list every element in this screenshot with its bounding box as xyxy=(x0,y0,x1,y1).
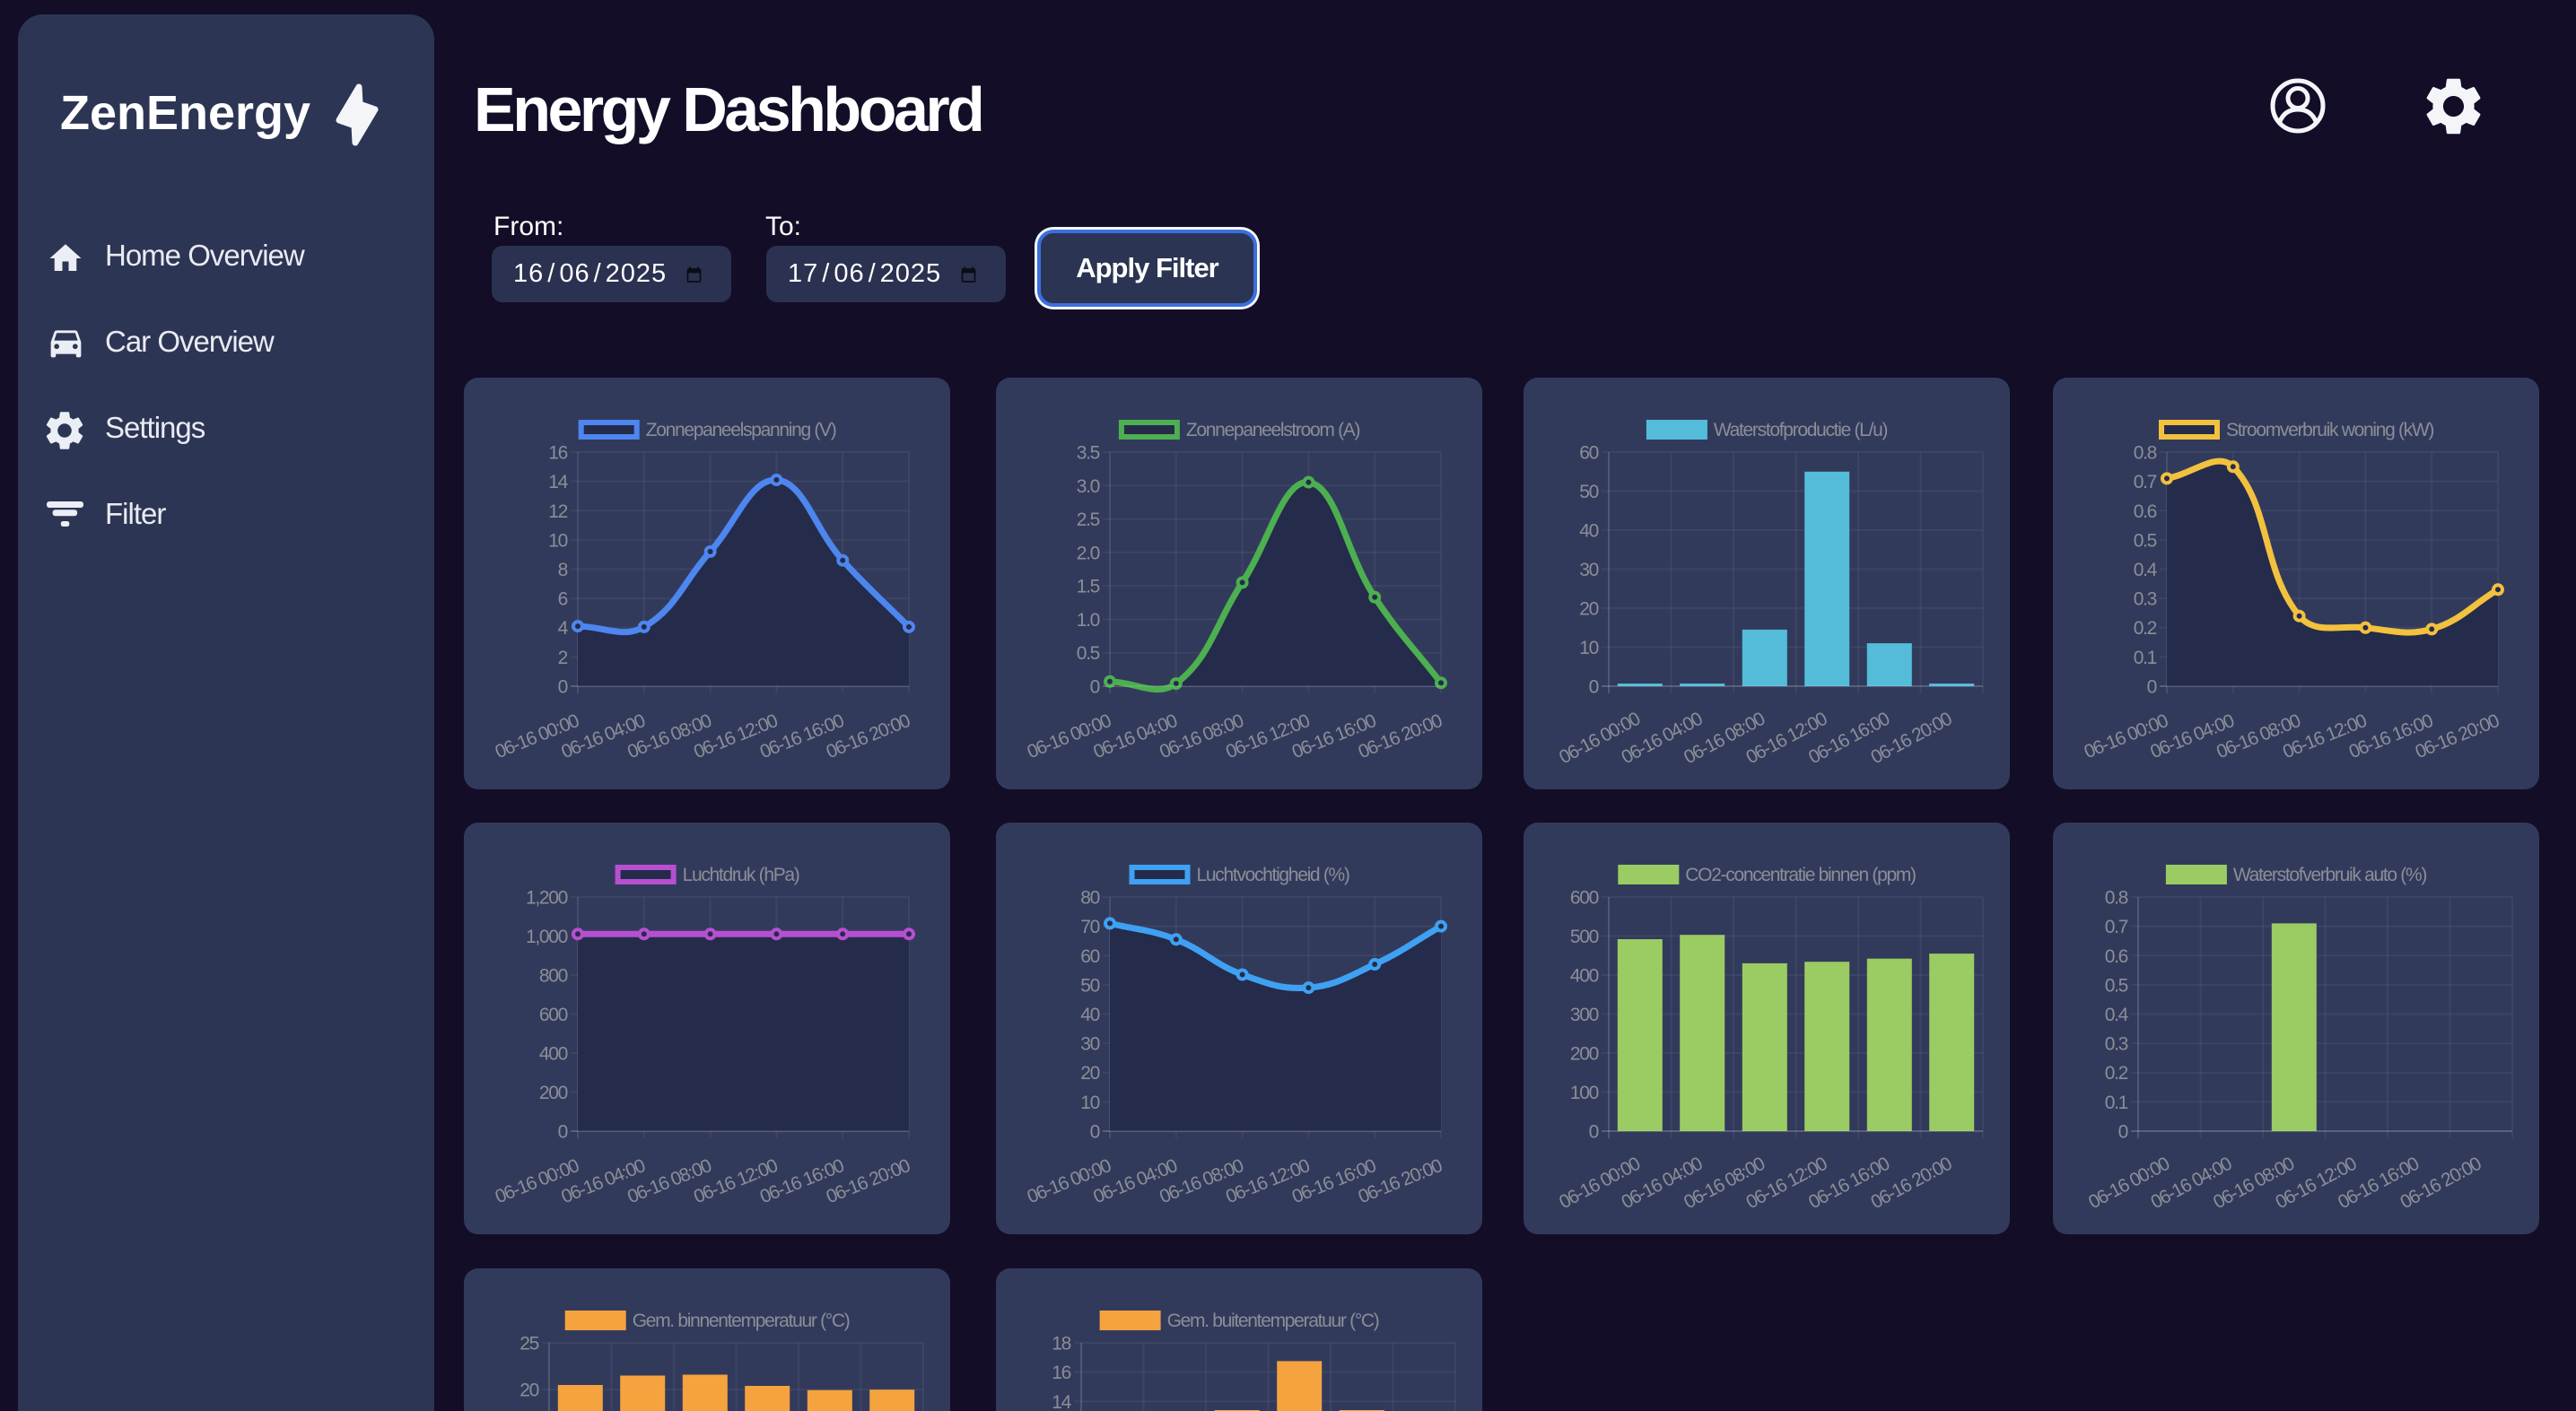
svg-text:60: 60 xyxy=(1080,946,1099,967)
svg-text:600: 600 xyxy=(1570,888,1599,909)
svg-text:18: 18 xyxy=(1052,1334,1070,1354)
svg-text:Gem. binnentemperatuur (°C): Gem. binnentemperatuur (°C) xyxy=(633,1311,850,1331)
svg-text:20: 20 xyxy=(1579,599,1598,620)
svg-text:0.5: 0.5 xyxy=(2134,530,2157,551)
svg-text:200: 200 xyxy=(539,1083,568,1103)
svg-text:0.6: 0.6 xyxy=(2105,946,2128,967)
svg-text:40: 40 xyxy=(1579,521,1598,542)
svg-text:0.5: 0.5 xyxy=(2105,975,2128,996)
svg-text:25: 25 xyxy=(520,1334,538,1354)
svg-text:1.5: 1.5 xyxy=(1077,577,1100,597)
svg-text:8: 8 xyxy=(558,560,568,580)
svg-text:0.2: 0.2 xyxy=(2134,618,2157,639)
svg-text:10: 10 xyxy=(1579,638,1598,658)
svg-text:800: 800 xyxy=(539,966,568,987)
svg-text:0.3: 0.3 xyxy=(2105,1034,2128,1055)
svg-text:0: 0 xyxy=(1589,1122,1599,1143)
svg-text:80: 80 xyxy=(1080,888,1099,909)
svg-text:40: 40 xyxy=(1080,1005,1099,1025)
svg-text:Gem. buitentemperatuur (°C): Gem. buitentemperatuur (°C) xyxy=(1167,1311,1379,1331)
svg-text:Waterstofproductie (L/u): Waterstofproductie (L/u) xyxy=(1714,420,1888,440)
svg-text:30: 30 xyxy=(1579,560,1598,580)
svg-text:2.0: 2.0 xyxy=(1077,543,1100,563)
svg-text:14: 14 xyxy=(548,472,568,492)
svg-text:Waterstofverbruik auto (%): Waterstofverbruik auto (%) xyxy=(2233,865,2426,885)
svg-text:16: 16 xyxy=(548,443,567,464)
svg-text:Zonnepaneelstroom (A): Zonnepaneelstroom (A) xyxy=(1186,420,1360,440)
svg-text:Luchtvochtigheid (%): Luchtvochtigheid (%) xyxy=(1197,865,1349,885)
svg-text:50: 50 xyxy=(1579,482,1598,502)
svg-text:60: 60 xyxy=(1579,443,1598,464)
svg-text:2.5: 2.5 xyxy=(1077,510,1100,530)
svg-text:16: 16 xyxy=(1052,1363,1070,1383)
svg-text:Luchtdruk (hPa): Luchtdruk (hPa) xyxy=(683,865,799,885)
svg-text:Stroomverbruik woning (kW): Stroomverbruik woning (kW) xyxy=(2226,420,2433,440)
svg-text:2: 2 xyxy=(558,648,568,668)
svg-text:3.5: 3.5 xyxy=(1077,443,1100,464)
svg-text:10: 10 xyxy=(1080,1093,1099,1113)
svg-text:1.0: 1.0 xyxy=(1077,610,1100,631)
svg-text:0: 0 xyxy=(2118,1122,2128,1143)
svg-text:100: 100 xyxy=(1570,1083,1599,1103)
svg-text:70: 70 xyxy=(1080,917,1099,937)
svg-text:14: 14 xyxy=(1052,1392,1071,1411)
svg-text:4: 4 xyxy=(558,618,569,639)
svg-text:0.3: 0.3 xyxy=(2134,589,2157,610)
svg-text:0.4: 0.4 xyxy=(2105,1005,2129,1025)
svg-text:0.2: 0.2 xyxy=(2105,1063,2128,1084)
svg-text:CO2-concentratie binnen (ppm): CO2-concentratie binnen (ppm) xyxy=(1685,865,1916,885)
svg-text:0: 0 xyxy=(1589,677,1599,698)
svg-text:0.8: 0.8 xyxy=(2134,443,2157,464)
svg-text:0.5: 0.5 xyxy=(1077,643,1100,664)
svg-text:400: 400 xyxy=(1570,966,1599,987)
svg-text:0.6: 0.6 xyxy=(2134,501,2157,522)
svg-text:1,000: 1,000 xyxy=(526,927,568,947)
svg-text:0.8: 0.8 xyxy=(2105,888,2128,909)
svg-text:600: 600 xyxy=(539,1005,568,1025)
svg-text:0: 0 xyxy=(1090,677,1100,698)
svg-text:30: 30 xyxy=(1080,1034,1099,1055)
svg-text:500: 500 xyxy=(1570,927,1599,947)
svg-text:0.1: 0.1 xyxy=(2105,1093,2128,1113)
svg-text:20: 20 xyxy=(1080,1063,1099,1084)
svg-text:1,200: 1,200 xyxy=(526,888,568,909)
svg-text:20: 20 xyxy=(520,1381,538,1401)
svg-text:400: 400 xyxy=(539,1044,568,1065)
svg-text:0.1: 0.1 xyxy=(2134,648,2157,668)
svg-text:0: 0 xyxy=(1090,1122,1100,1143)
svg-text:0.7: 0.7 xyxy=(2134,472,2157,492)
svg-text:10: 10 xyxy=(548,530,567,551)
svg-text:300: 300 xyxy=(1570,1005,1599,1025)
svg-text:12: 12 xyxy=(548,501,567,522)
svg-text:0: 0 xyxy=(558,1122,568,1143)
svg-text:0.7: 0.7 xyxy=(2105,917,2128,937)
svg-text:0: 0 xyxy=(2147,677,2157,698)
svg-text:50: 50 xyxy=(1080,975,1099,996)
svg-text:200: 200 xyxy=(1570,1044,1599,1065)
svg-text:Zonnepaneelspanning (V): Zonnepaneelspanning (V) xyxy=(646,420,836,440)
svg-text:6: 6 xyxy=(558,589,568,610)
svg-text:3.0: 3.0 xyxy=(1077,476,1100,497)
svg-text:0: 0 xyxy=(558,677,568,698)
svg-text:0.4: 0.4 xyxy=(2134,560,2158,580)
